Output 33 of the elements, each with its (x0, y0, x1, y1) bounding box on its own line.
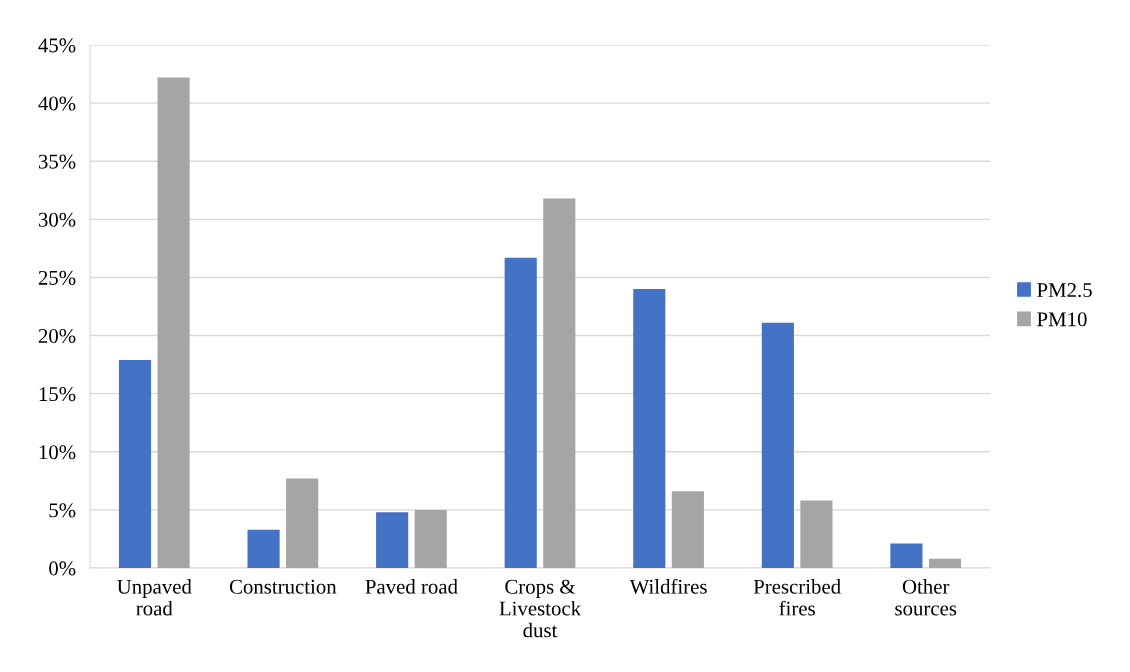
y-tick-label: 35% (38, 154, 76, 169)
bar (414, 509, 447, 568)
bar (800, 500, 833, 568)
bar (504, 257, 537, 568)
x-tick-label: Construction (229, 579, 337, 594)
bar (157, 77, 190, 568)
legend-label: PM2.5 (1037, 283, 1092, 298)
bar (376, 512, 409, 568)
x-tick-label: Wildfires (629, 578, 707, 594)
x-tick-label: Other sources (895, 579, 957, 616)
y-tick-label: 30% (38, 212, 76, 227)
y-tick-label: 45% (38, 38, 76, 53)
bar (671, 491, 704, 568)
y-tick-label: 5% (49, 503, 76, 518)
bar (928, 558, 962, 568)
x-tick-label: Paved road (365, 579, 458, 594)
x-tick-label: Unpaved road (117, 579, 192, 616)
bar (890, 543, 923, 568)
bar (286, 478, 319, 568)
bar (633, 289, 666, 568)
x-tick-label: Prescribed fires (753, 579, 841, 616)
y-tick-label: 10% (39, 445, 76, 460)
y-tick-label: 15% (39, 387, 76, 402)
y-tick-label: 40% (38, 96, 76, 111)
bar (543, 198, 576, 568)
x-tick-label: Crops & Livestock dust (499, 579, 582, 638)
y-tick-label: 25% (38, 270, 76, 285)
bar (761, 322, 794, 568)
legend-label: PM10 (1037, 312, 1087, 327)
y-tick-label: 0% (49, 561, 76, 576)
bar (247, 529, 280, 568)
y-tick-label: 20% (38, 328, 76, 344)
bar (118, 359, 152, 568)
